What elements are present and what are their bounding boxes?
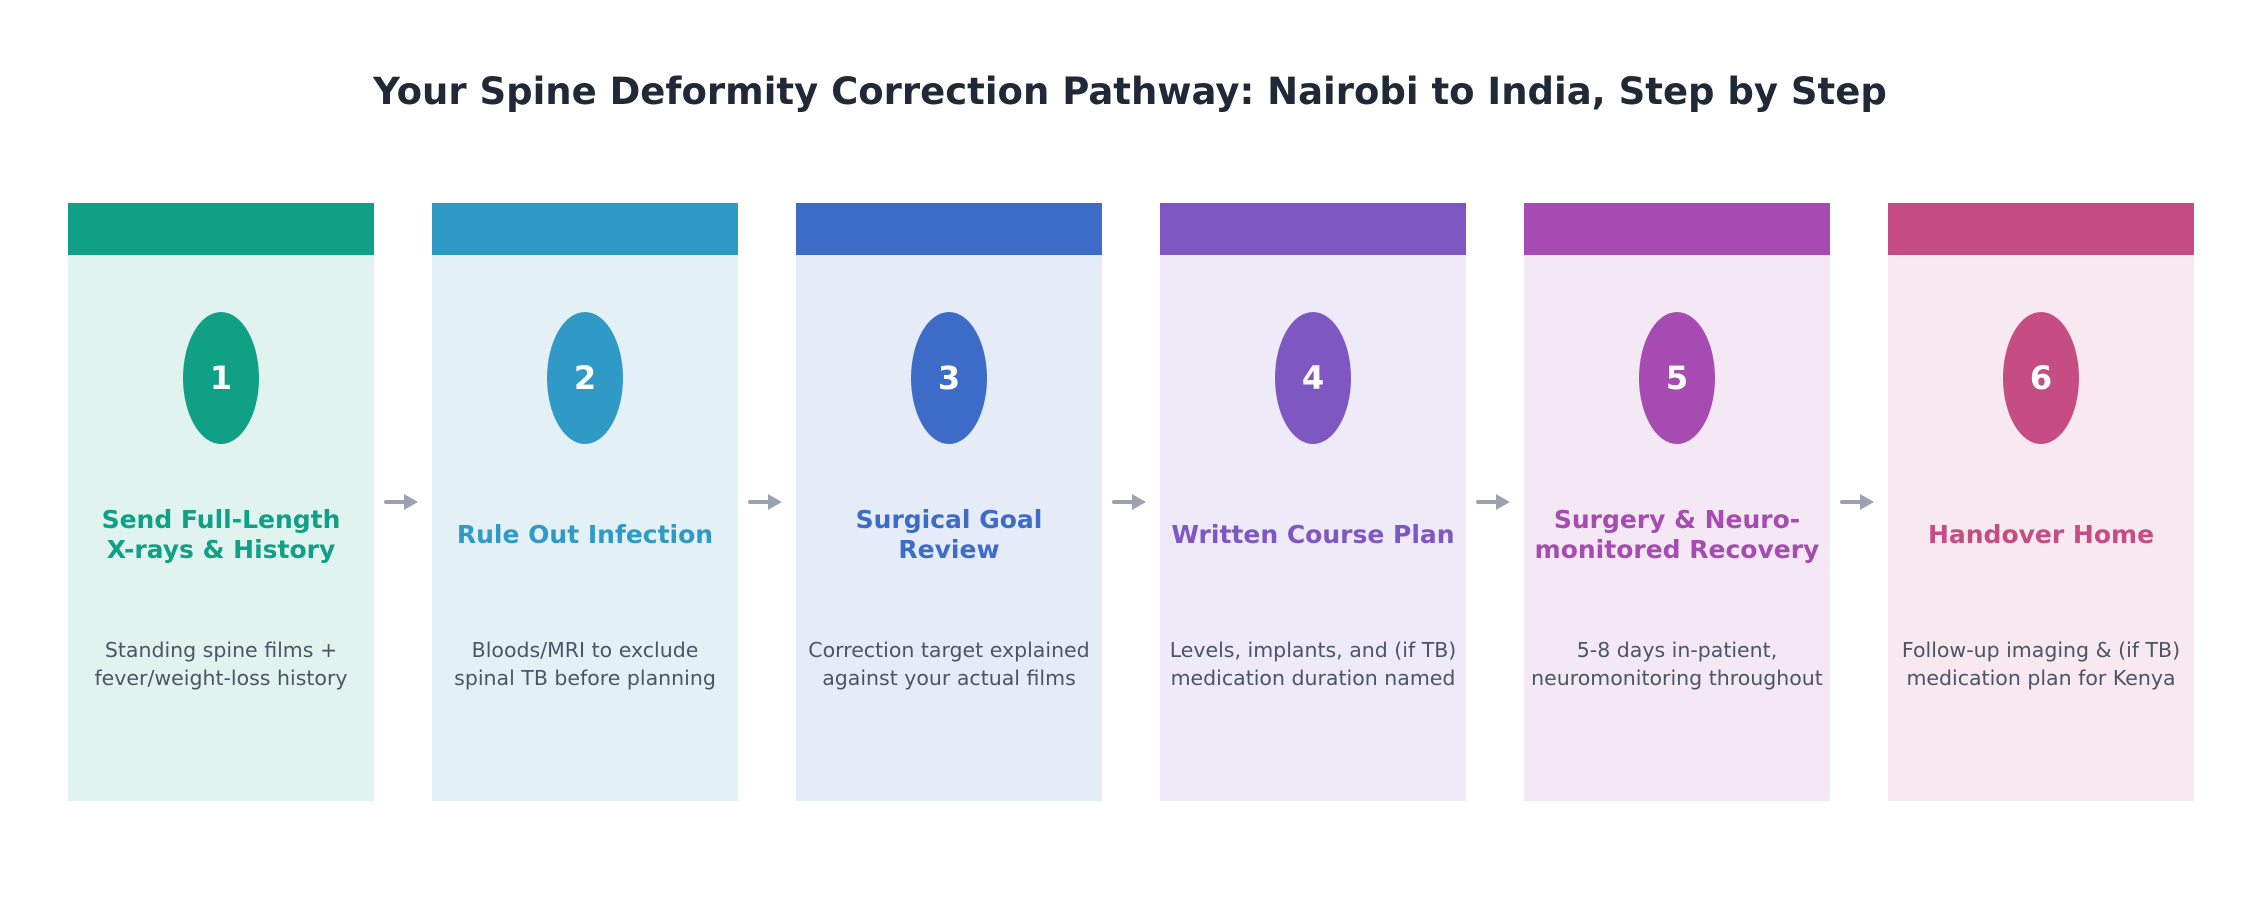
step-card-1: 1 Send Full-Length X-rays & History Stand…: [68, 203, 374, 801]
step-title-line: Surgery & Neuro-: [1553, 505, 1801, 534]
step-title-line: Rule Out Infection: [456, 520, 714, 549]
step-title-line: monitored Recovery: [1534, 535, 1820, 564]
step-title-line: X-rays & History: [106, 535, 336, 564]
step-number-badge: 5: [1639, 312, 1715, 444]
step-description-line: Correction target explained: [808, 638, 1090, 662]
step-card-4: 4 Written Course Plan Levels, implants, …: [1160, 203, 1466, 801]
step-card-5: 5 Surgery & Neuro-monitored Recovery 5-8…: [1524, 203, 1830, 801]
arrow-right-icon: [1112, 494, 1146, 510]
step-title-line: Handover Home: [1927, 520, 2155, 549]
step-description-line: Bloods/MRI to exclude: [471, 638, 699, 662]
step-title: Written Course Plan: [1160, 485, 1466, 585]
arrow-right-icon: [1476, 494, 1510, 510]
step-description-line: neuromonitoring throughout: [1531, 666, 1823, 690]
step-title: Surgical Goal Review: [796, 485, 1102, 585]
step-description-line: fever/weight-loss history: [94, 666, 348, 690]
step-card-3: 3 Surgical Goal Review Correction target …: [796, 203, 1102, 801]
step-description-line: medication duration named: [1170, 666, 1456, 690]
step-number-badge: 3: [911, 312, 987, 444]
page-title: Your Spine Deformity Correction Pathway:…: [373, 70, 1887, 113]
step-header-bar: [796, 203, 1102, 255]
step-description-line: Standing spine films +: [104, 638, 338, 662]
step-description: Levels, implants, and (if TB) medication…: [1160, 636, 1466, 692]
step-card-6: 6 Handover Home Follow-up imaging & (if …: [1888, 203, 2194, 801]
step-header-bar: [1524, 203, 1830, 255]
step-description: Bloods/MRI to exclude spinal TB before p…: [432, 636, 738, 692]
step-title-line: Surgical Goal: [855, 505, 1043, 534]
arrow-right-icon: [384, 494, 418, 510]
arrow-right-icon: [1840, 494, 1874, 510]
step-description-line: spinal TB before planning: [454, 666, 716, 690]
step-card-2: 2 Rule Out Infection Bloods/MRI to exclu…: [432, 203, 738, 801]
step-description: Standing spine films + fever/weight-loss…: [68, 636, 374, 692]
step-title-line: Send Full-Length: [101, 505, 341, 534]
step-number-badge: 6: [2003, 312, 2079, 444]
step-header-bar: [1888, 203, 2194, 255]
step-number-badge: 2: [547, 312, 623, 444]
step-header-bar: [1160, 203, 1466, 255]
step-description-line: against your actual films: [822, 666, 1076, 690]
step-header-bar: [68, 203, 374, 255]
step-description-line: medication plan for Kenya: [1906, 666, 2176, 690]
step-title-line: Written Course Plan: [1171, 520, 1455, 549]
step-description: Follow-up imaging & (if TB) medication p…: [1888, 636, 2194, 692]
step-number-badge: 1: [183, 312, 259, 444]
step-title: Send Full-Length X-rays & History: [68, 485, 374, 585]
step-title: Handover Home: [1888, 485, 2194, 585]
step-description-line: Levels, implants, and (if TB): [1169, 638, 1457, 662]
step-description: 5-8 days in-patient, neuromonitoring thr…: [1524, 636, 1830, 692]
step-header-bar: [432, 203, 738, 255]
step-description-line: 5-8 days in-patient,: [1576, 638, 1778, 662]
step-description: Correction target explained against your…: [796, 636, 1102, 692]
step-title: Surgery & Neuro-monitored Recovery: [1524, 485, 1830, 585]
step-number-badge: 4: [1275, 312, 1351, 444]
step-description-line: Follow-up imaging & (if TB): [1901, 638, 2181, 662]
step-title-line: Review: [898, 535, 1000, 564]
arrow-right-icon: [748, 494, 782, 510]
step-title: Rule Out Infection: [432, 485, 738, 585]
